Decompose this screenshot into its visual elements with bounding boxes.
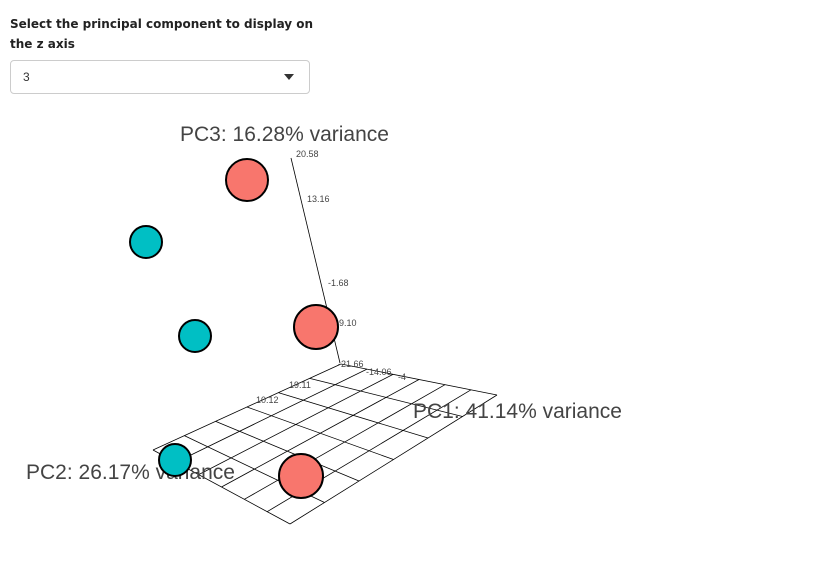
- x-tick-label: -14.06: [366, 367, 392, 377]
- z-axis-title: PC3: 16.28% variance: [180, 123, 389, 146]
- data-point[interactable]: [278, 453, 324, 499]
- x-tick-label: -4: [398, 372, 406, 382]
- y-tick-label: 19.11: [289, 380, 311, 390]
- z-axis-select-value: 3: [23, 70, 30, 84]
- z-tick-label: -21.66: [338, 359, 364, 369]
- y-tick-label: 10.12: [256, 395, 279, 405]
- data-point[interactable]: [158, 443, 192, 477]
- pc-selector: Select the principal component to displa…: [10, 14, 313, 94]
- floor-grid: [152, 363, 498, 525]
- pc-selector-label: Select the principal component to displa…: [10, 17, 314, 51]
- y-axis-ticks: 19.11 10.12: [256, 380, 311, 405]
- y-axis-title: PC2: 26.17% variance: [26, 461, 235, 484]
- z-axis-select[interactable]: 3: [10, 60, 310, 94]
- data-point[interactable]: [129, 225, 163, 259]
- grid-line: [246, 406, 394, 460]
- z-tick-label: -9.10: [336, 318, 357, 328]
- z-tick-label: 13.16: [307, 194, 330, 204]
- data-point[interactable]: [225, 158, 269, 202]
- x-axis-title: PC1: 41.14% variance: [413, 400, 622, 423]
- z-tick-label: 20.58: [296, 149, 319, 159]
- data-points: [129, 158, 339, 499]
- data-point[interactable]: [178, 319, 212, 353]
- x-axis-ticks: -14.06 -4: [366, 367, 406, 382]
- chevron-down-icon: [284, 74, 294, 80]
- z-axis-ticks: 20.58 13.16 -1.68 -9.10 -21.66: [296, 149, 364, 369]
- grid-line: [289, 394, 498, 525]
- data-point[interactable]: [293, 304, 339, 350]
- z-tick-label: -1.68: [328, 278, 349, 288]
